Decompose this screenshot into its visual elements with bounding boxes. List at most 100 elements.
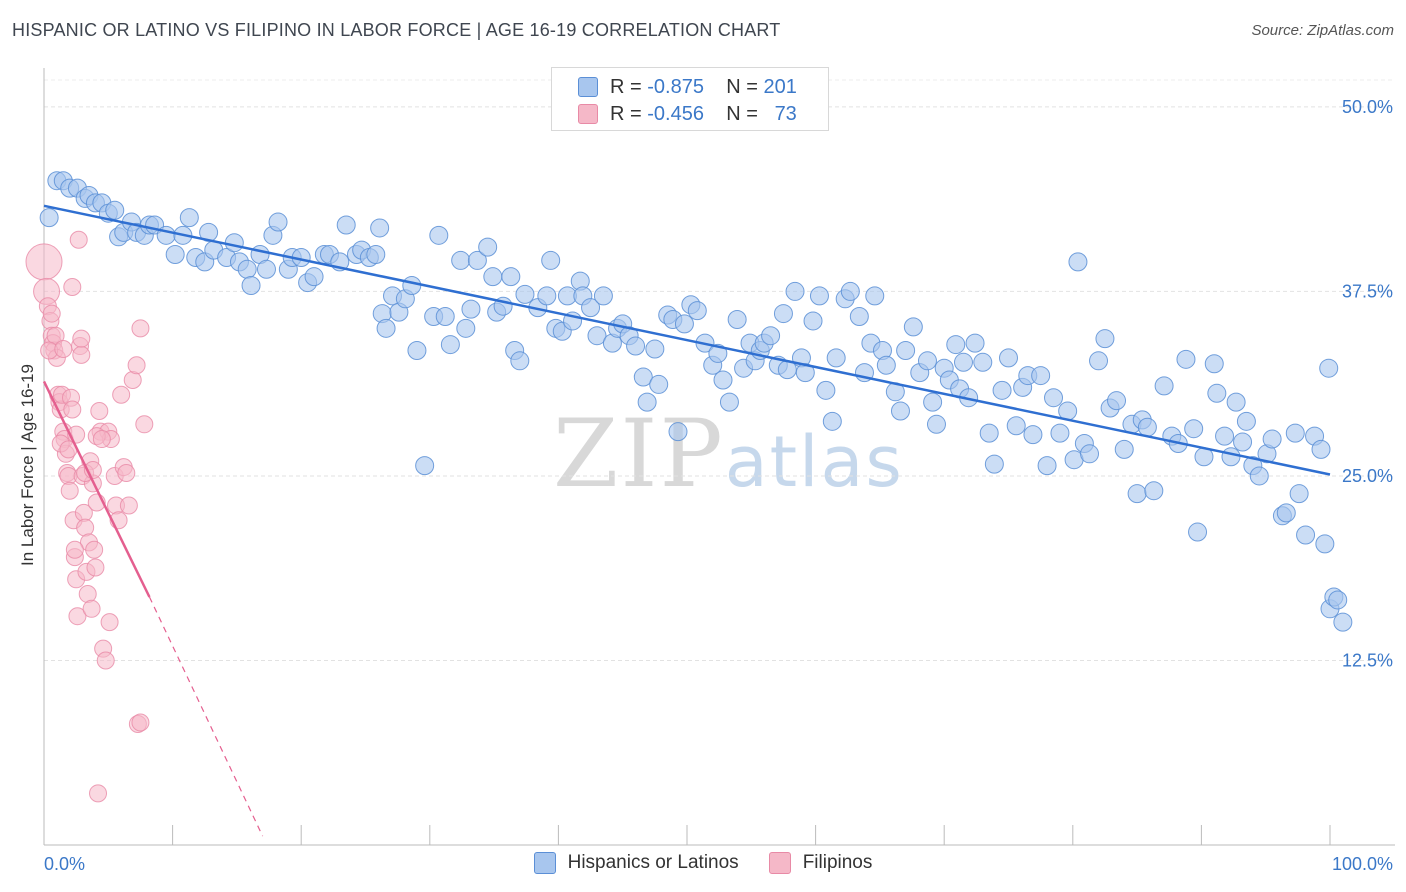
hispanic-point bbox=[773, 304, 793, 324]
hispanic-point bbox=[785, 281, 805, 301]
filipino-point bbox=[76, 518, 95, 537]
hispanic-point bbox=[999, 348, 1018, 368]
hispanic-point bbox=[1236, 411, 1256, 431]
hispanic-point bbox=[39, 208, 59, 228]
hispanic-point bbox=[165, 245, 185, 265]
hispanic-point bbox=[1037, 456, 1057, 476]
hispanic-point bbox=[1328, 590, 1348, 610]
hispanic-point bbox=[645, 339, 665, 359]
hispanic-point bbox=[1114, 439, 1134, 459]
filipino-point bbox=[131, 319, 150, 338]
filipino-point bbox=[89, 784, 108, 803]
filipino-point bbox=[96, 651, 115, 670]
hispanic-point bbox=[1176, 349, 1196, 369]
hispanic-point bbox=[501, 267, 521, 287]
watermark-zip: ZIP bbox=[553, 400, 725, 509]
hispanic-point bbox=[1249, 466, 1269, 486]
hispanic-point bbox=[1319, 358, 1339, 378]
filipino-point bbox=[60, 481, 79, 500]
hispanic-point bbox=[809, 286, 829, 306]
hispanic-point bbox=[708, 343, 728, 363]
hispanic-point bbox=[510, 351, 530, 371]
legend-swatch-filipinos bbox=[768, 852, 791, 874]
hispanic-point bbox=[1068, 252, 1088, 272]
hispanic-point bbox=[370, 218, 390, 238]
series-legend: Hispanics or Latinos Filipinos bbox=[0, 852, 1406, 874]
hispanic-point bbox=[1006, 416, 1026, 436]
hispanic-point bbox=[1333, 612, 1353, 632]
hispanic-point bbox=[467, 250, 487, 270]
hispanic-point bbox=[581, 298, 601, 318]
legend-n-value: 201 bbox=[763, 75, 797, 98]
filipino-point bbox=[86, 558, 105, 577]
legend-label-filipinos: Filipinos bbox=[802, 852, 873, 873]
filipino-point bbox=[72, 345, 91, 364]
hispanic-point bbox=[593, 286, 613, 306]
hispanic-point bbox=[687, 301, 707, 321]
filipino-point bbox=[78, 585, 97, 604]
hispanic-point bbox=[440, 335, 460, 355]
hispanic-point bbox=[896, 340, 916, 360]
hispanic-point bbox=[946, 335, 966, 355]
hispanic-point bbox=[304, 267, 324, 287]
legend-item-filipinos[interactable]: Filipinos bbox=[768, 852, 873, 874]
filipino-point bbox=[135, 415, 154, 434]
hispanic-point bbox=[1207, 383, 1227, 403]
filipino-point bbox=[123, 371, 142, 389]
correlation-legend: R = -0.875 N = 201 R = -0.456 N = 73 bbox=[551, 67, 829, 131]
hispanic-point bbox=[541, 250, 561, 270]
hispanic-point bbox=[1144, 481, 1164, 501]
hispanic-point bbox=[926, 414, 946, 434]
filipino-point bbox=[119, 496, 138, 515]
filipino-point bbox=[25, 243, 63, 281]
hispanic-point bbox=[633, 367, 653, 387]
filipino-point bbox=[65, 540, 84, 559]
hispanic-point bbox=[923, 392, 943, 412]
hispanic-point bbox=[587, 326, 607, 346]
hispanic-point bbox=[483, 267, 503, 287]
hispanic-point bbox=[1226, 392, 1246, 412]
hispanic-point bbox=[626, 336, 646, 356]
hispanic-point bbox=[1107, 391, 1127, 411]
hispanic-point bbox=[1188, 522, 1208, 542]
hispanic-point bbox=[649, 374, 669, 394]
hispanic-point bbox=[903, 317, 923, 337]
hispanic-point bbox=[1031, 366, 1051, 386]
hispanic-point bbox=[237, 259, 257, 279]
watermark-atlas: atlas bbox=[724, 421, 904, 503]
filipino-point bbox=[131, 713, 150, 732]
hispanic-point bbox=[429, 225, 449, 245]
hispanic-point bbox=[478, 237, 498, 257]
hispanic-point bbox=[461, 299, 481, 319]
hispanic-point bbox=[451, 250, 471, 270]
hispanic-point bbox=[917, 351, 937, 371]
hispanic-point bbox=[803, 311, 823, 331]
legend-r-value: -0.456 bbox=[647, 102, 704, 125]
filipino-point bbox=[68, 607, 87, 626]
legend-label-hispanics: Hispanics or Latinos bbox=[567, 852, 739, 873]
chart-title: HISPANIC OR LATINO VS FILIPINO IN LABOR … bbox=[12, 20, 781, 40]
hispanic-point bbox=[1137, 417, 1157, 437]
filipino-trendline-extension bbox=[148, 596, 264, 837]
legend-item-hispanics[interactable]: Hispanics or Latinos bbox=[533, 852, 739, 874]
filipino-point bbox=[100, 613, 119, 632]
hispanic-point bbox=[256, 259, 276, 279]
y-tick-label: 12.5% bbox=[1342, 650, 1393, 670]
filipino-point bbox=[112, 385, 131, 404]
legend-swatch-hispanics bbox=[533, 852, 556, 874]
hispanic-point bbox=[865, 286, 885, 306]
hispanic-point bbox=[1127, 484, 1147, 504]
hispanic-point bbox=[1296, 525, 1316, 545]
hispanic-point bbox=[674, 314, 694, 334]
hispanic-point bbox=[1315, 534, 1335, 554]
hispanic-point bbox=[992, 380, 1012, 400]
legend-r-value: -0.875 bbox=[647, 75, 704, 98]
filipino-point bbox=[92, 430, 111, 449]
hispanic-point bbox=[826, 348, 846, 368]
hispanic-point bbox=[727, 309, 747, 329]
y-tick-label: 25.0% bbox=[1342, 466, 1393, 486]
hispanic-point bbox=[1154, 376, 1174, 396]
hispanic-point bbox=[890, 401, 910, 421]
hispanic-point bbox=[1023, 425, 1043, 445]
hispanic-point bbox=[435, 307, 455, 327]
